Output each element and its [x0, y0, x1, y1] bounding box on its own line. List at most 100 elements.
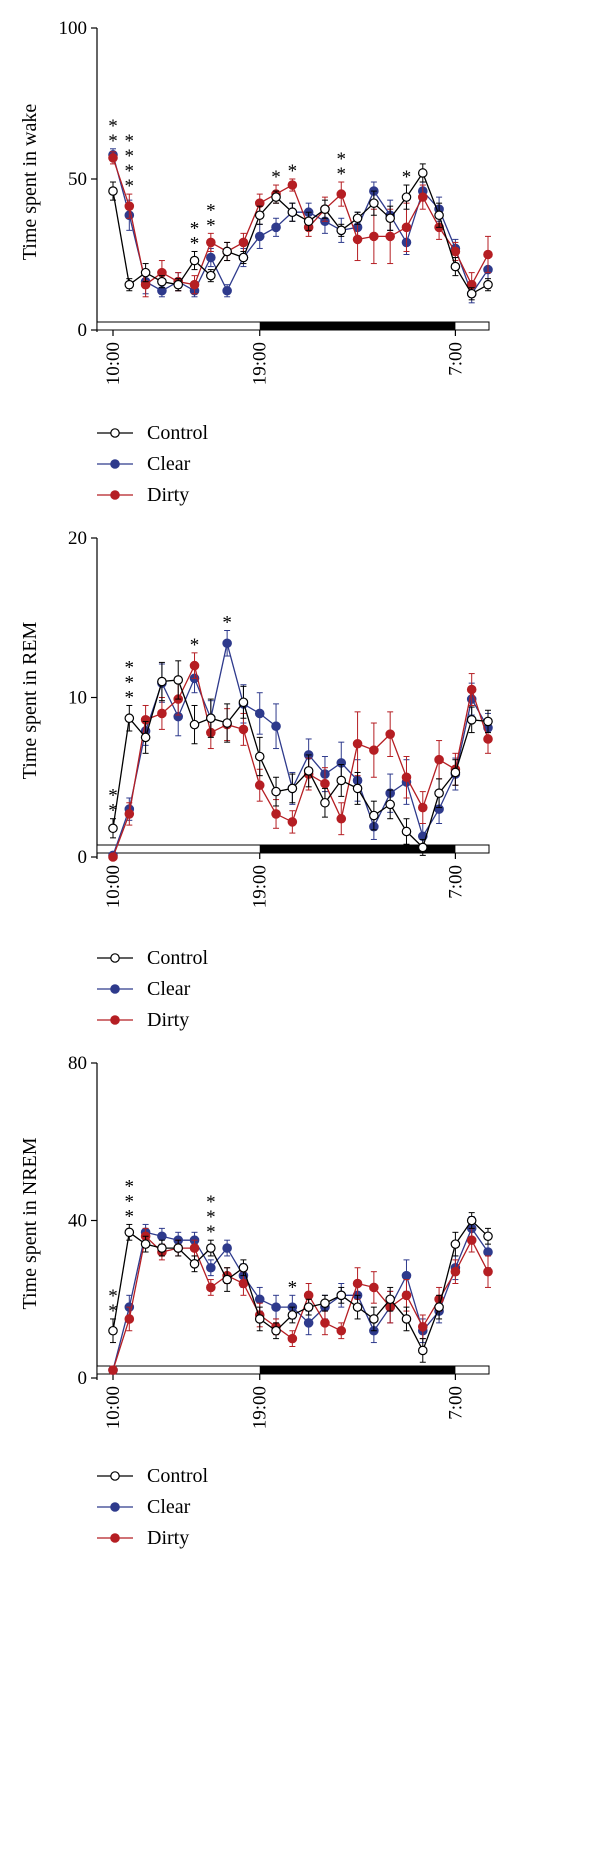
data-point	[466, 1215, 477, 1226]
series-line	[112, 1235, 489, 1371]
data-point	[303, 1318, 314, 1328]
significance-star: *	[108, 1301, 118, 1322]
data-point	[157, 276, 167, 287]
data-point	[108, 823, 118, 834]
data-point	[483, 1231, 493, 1242]
dark-period-bar	[259, 322, 456, 330]
significance-star: *	[108, 131, 118, 152]
series-dirty	[108, 151, 493, 298]
data-point	[369, 1282, 379, 1293]
data-point	[369, 810, 379, 821]
data-point	[483, 734, 493, 744]
data-point	[271, 721, 281, 732]
legend-marker	[110, 984, 120, 994]
data-point	[271, 192, 281, 202]
data-point	[189, 1259, 200, 1269]
data-point	[417, 842, 428, 853]
legend: Control Clear Dirty	[97, 947, 209, 1031]
data-point	[173, 675, 184, 685]
data-point	[450, 1239, 461, 1249]
data-point	[450, 246, 461, 257]
series-control	[108, 1212, 493, 1363]
data-point	[434, 1302, 444, 1312]
x-tick-label: 19:00	[250, 342, 271, 385]
legend: Control Clear Dirty	[97, 422, 209, 506]
data-point	[124, 713, 135, 724]
series-dirty	[108, 1227, 493, 1375]
data-point	[271, 222, 281, 233]
significance-star: *	[125, 131, 135, 152]
legend-marker	[110, 428, 120, 438]
series-clear	[108, 630, 493, 861]
legend-label-control: Control	[147, 947, 209, 969]
data-point	[189, 1243, 200, 1253]
data-point	[238, 724, 249, 735]
data-point	[238, 1262, 249, 1273]
y-tick-label: 80	[68, 1053, 87, 1074]
data-point	[336, 189, 347, 199]
data-point	[254, 210, 265, 221]
data-point	[254, 1294, 265, 1305]
data-point	[173, 279, 184, 290]
data-point	[336, 1290, 347, 1301]
legend-marker	[110, 1502, 120, 1512]
y-tick-label: 0	[78, 1368, 88, 1389]
data-point	[206, 1262, 216, 1273]
data-point	[222, 718, 232, 728]
x-tick-label: 7:00	[445, 1386, 466, 1420]
data-point	[108, 852, 118, 862]
series-clear	[108, 1216, 493, 1375]
data-point	[303, 1290, 314, 1301]
data-point	[352, 783, 363, 794]
data-point	[254, 708, 265, 719]
legend-label-dirty: Dirty	[147, 484, 189, 506]
data-point	[385, 799, 395, 810]
data-point	[238, 237, 249, 248]
data-point	[222, 1274, 232, 1285]
data-point	[401, 1314, 412, 1324]
data-point	[124, 279, 135, 290]
data-point	[352, 213, 363, 224]
data-point	[303, 766, 314, 776]
data-point	[254, 231, 265, 242]
dark-period-bar	[259, 1366, 456, 1374]
x-tick-label: 10:00	[103, 1386, 124, 1429]
data-point	[271, 786, 281, 797]
significance-star: *	[337, 164, 347, 185]
series-line	[112, 663, 489, 858]
significance-annotation: *	[190, 635, 200, 656]
data-point	[254, 780, 265, 791]
significance-star: *	[108, 116, 118, 137]
data-point	[320, 797, 330, 808]
data-point	[238, 1278, 249, 1289]
data-point	[466, 684, 477, 695]
data-point	[417, 168, 428, 178]
significance-star: *	[125, 146, 135, 167]
significance-star: *	[125, 672, 135, 693]
significance-annotation: *	[402, 167, 412, 188]
data-point	[466, 1235, 477, 1245]
data-point	[124, 1314, 135, 1324]
significance-star: *	[206, 215, 216, 236]
data-point	[401, 1270, 412, 1281]
y-axis-label: Time spent in wake	[19, 104, 41, 261]
significance-star: *	[190, 233, 200, 254]
series-line	[112, 643, 489, 856]
data-point	[238, 252, 249, 263]
series-line	[112, 1219, 489, 1352]
x-tick-label: 19:00	[250, 1386, 271, 1429]
data-point	[124, 201, 135, 211]
legend-marker	[110, 1015, 120, 1025]
y-tick-label: 0	[78, 320, 88, 341]
significance-star: *	[206, 1207, 216, 1228]
significance-annotation: ***	[125, 1176, 135, 1227]
y-tick-label: 100	[59, 18, 88, 39]
significance-star: *	[206, 1222, 216, 1243]
data-point	[369, 231, 379, 242]
significance-annotation: ***	[206, 1192, 216, 1243]
data-point	[352, 738, 363, 749]
data-point	[401, 1290, 412, 1301]
legend-label-clear: Clear	[147, 1496, 191, 1518]
